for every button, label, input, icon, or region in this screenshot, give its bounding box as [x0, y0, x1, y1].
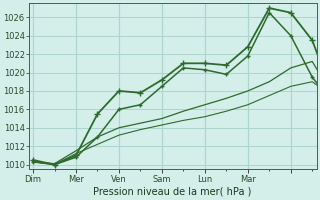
X-axis label: Pression niveau de la mer( hPa ): Pression niveau de la mer( hPa ): [93, 187, 252, 197]
